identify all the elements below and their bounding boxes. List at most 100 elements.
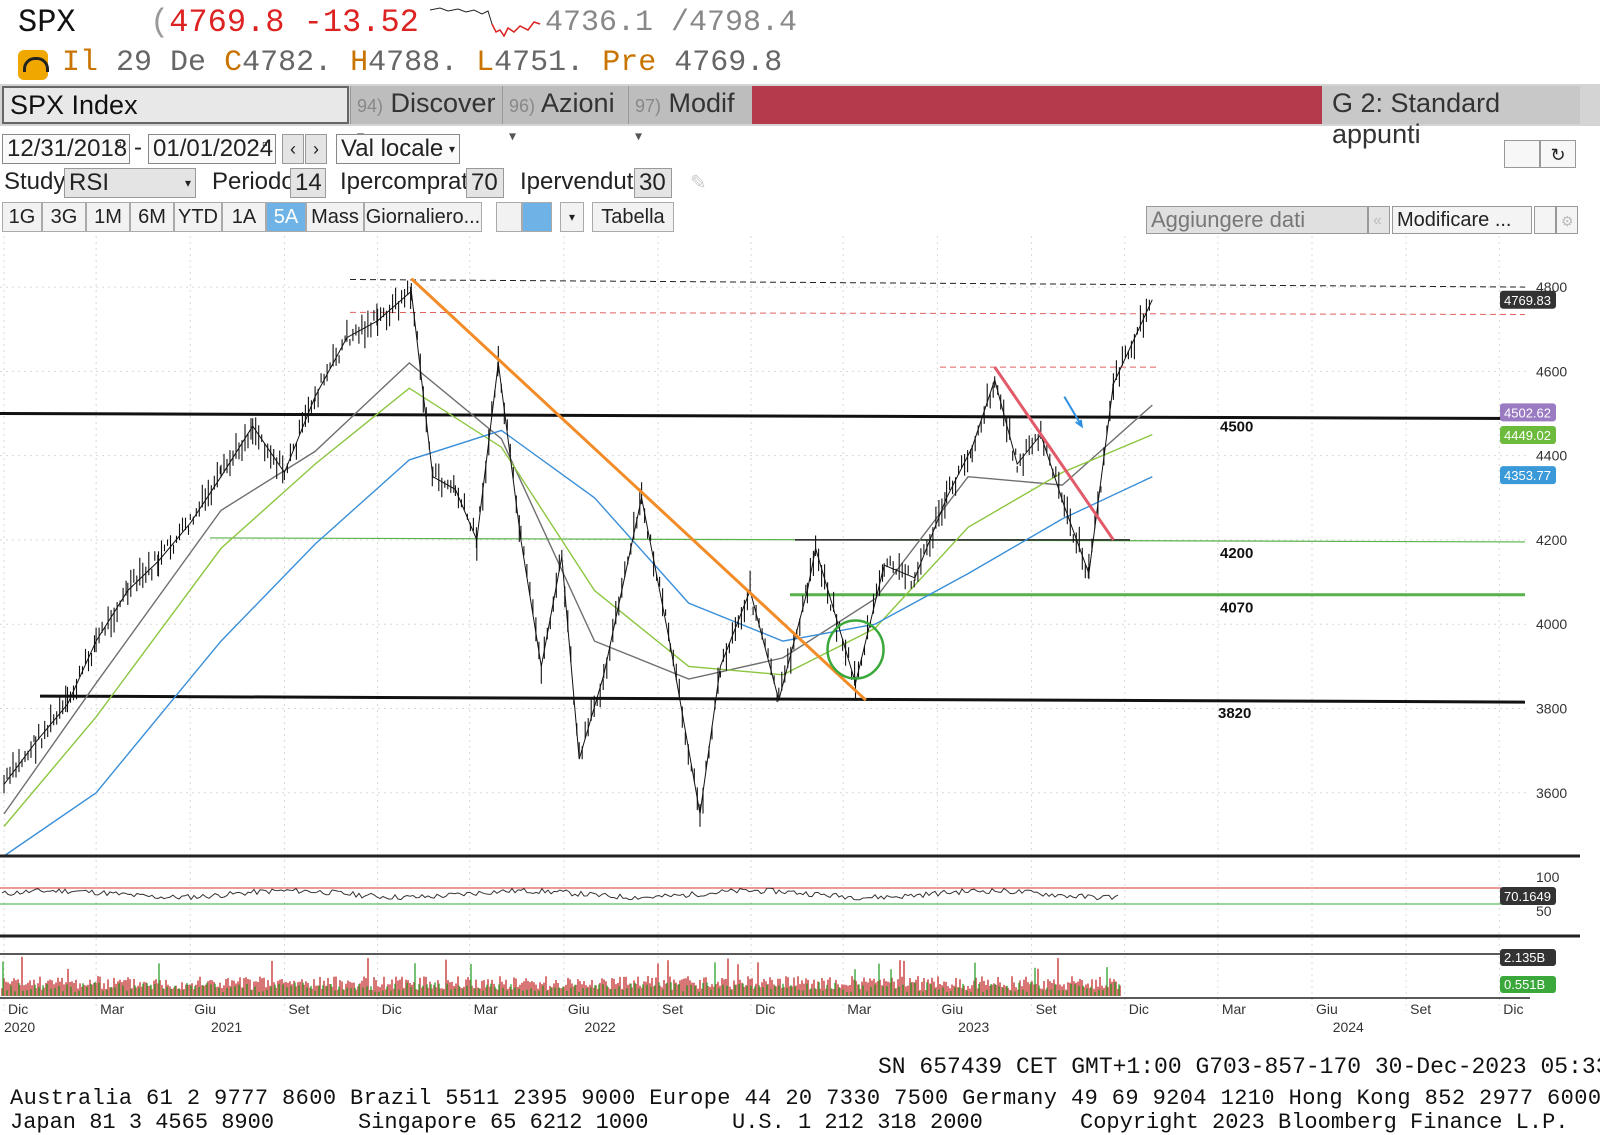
menu-number: 97) <box>635 96 662 116</box>
study-label: Study <box>4 168 66 195</box>
calendar-icon[interactable]: ▫ <box>116 136 122 153</box>
low-label: L <box>476 46 495 80</box>
high-value: 4788. <box>368 46 459 80</box>
moving-average-line <box>3 429 1153 857</box>
phone-singapore: Singapore 65 6212 1000 <box>358 1110 649 1135</box>
graph-page-title[interactable]: G 2: Standard appunti <box>1322 86 1580 149</box>
low-value: 4751. <box>494 46 585 80</box>
y-tick-label: 4200 <box>1536 532 1567 548</box>
table-button[interactable]: Tabella <box>592 202 674 232</box>
menu-discover[interactable]: 94) Discover ▾ <box>350 86 502 143</box>
gear-icon[interactable]: ⚙ <box>1556 206 1578 234</box>
year-label: 2024 <box>1333 1019 1364 1035</box>
periodicity-select[interactable]: Giornaliero... <box>364 202 482 232</box>
rsi-tick: 50 <box>1536 903 1552 919</box>
menu-number: 94) <box>357 96 384 116</box>
oversold-input[interactable]: 30 <box>634 168 672 198</box>
rsi-line <box>1 887 1119 901</box>
currency-value: Val locale <box>341 135 444 162</box>
tab-1a[interactable]: 1A <box>222 202 266 232</box>
x-tick-label: Mar <box>100 1001 124 1017</box>
price-label-box <box>1500 403 1556 422</box>
prev-value: 4769.8 <box>674 46 783 80</box>
x-tick-label: Dic <box>1129 1001 1149 1017</box>
pencil-icon[interactable]: ✎ <box>690 172 707 194</box>
chart-type-icon[interactable] <box>496 202 522 232</box>
chevron-down-icon: ▾ <box>448 142 455 156</box>
menu-number: 96) <box>509 96 536 116</box>
x-tick-label: Mar <box>474 1001 498 1017</box>
level-label: 4500 <box>1220 419 1253 436</box>
edit-label: Modificare ... <box>1397 209 1512 231</box>
level-line-4500 <box>0 412 1526 420</box>
tab-5a[interactable]: 5A <box>266 202 306 232</box>
chart-settings-icon[interactable] <box>1534 206 1556 234</box>
price-bars <box>3 280 1150 827</box>
ticker-symbol[interactable]: SPX <box>18 4 76 41</box>
security-field[interactable]: SPX Index <box>2 86 349 124</box>
x-tick-label: Giu <box>1316 1001 1338 1017</box>
price-chart[interactable]: Dic Mar Giu Set Dic Mar Giu Set Dic Mar Giu Set Dic M… <box>0 236 1600 1036</box>
menu-azioni[interactable]: 96) Azioni ▾ <box>502 86 628 143</box>
tab-6m[interactable]: 6M <box>130 202 174 232</box>
study-select[interactable]: RSI ▾ <box>64 168 196 198</box>
tab-1g[interactable]: 1G <box>2 202 42 232</box>
tab-mass[interactable]: Mass <box>306 202 364 232</box>
calendar-icon[interactable]: ▫ <box>262 136 268 153</box>
x-tick-label: Set <box>288 1001 309 1017</box>
year-label: 2022 <box>585 1019 616 1035</box>
x-tick-label: Giu <box>194 1001 216 1017</box>
currency-select[interactable]: Val locale ▾ <box>336 134 460 164</box>
tab-3g[interactable]: 3G <box>42 202 86 232</box>
tab-ytd[interactable]: YTD <box>174 202 222 232</box>
level-label: 3820 <box>1218 705 1251 722</box>
alert-bar <box>752 86 1322 124</box>
volume-label-box <box>1500 949 1556 966</box>
end-date-input[interactable]: 01/01/2024 <box>148 134 276 164</box>
oversold-label: Ipervenduto <box>520 168 647 195</box>
redo-icon[interactable]: ↻ <box>1540 140 1576 168</box>
level-line-3820 <box>39 694 1526 704</box>
intraday-sparkline <box>430 7 541 38</box>
x-tick-label: Dic <box>1503 1001 1523 1017</box>
high-label: H <box>350 46 369 80</box>
chevron-left-icon[interactable]: ‹ <box>282 134 304 164</box>
period-input[interactable]: 14 <box>290 168 326 198</box>
y-tick-label: 3600 <box>1536 785 1567 801</box>
add-data-input[interactable]: Aggiungere dati <box>1146 206 1368 234</box>
year-label: 2023 <box>958 1019 989 1035</box>
x-tick-label: Dic <box>382 1001 402 1017</box>
undo-icon[interactable] <box>1504 140 1540 168</box>
date-separator: - <box>134 134 142 161</box>
moving-average-line <box>3 387 1153 827</box>
chevron-down-icon: ▾ <box>635 127 643 144</box>
speedometer-icon[interactable] <box>18 50 49 80</box>
chevron-right-icon[interactable]: › <box>305 134 327 164</box>
trendline-2022-downtrend <box>410 277 867 702</box>
volume-label: 0.551B <box>1504 977 1545 992</box>
tab-1m[interactable]: 1M <box>86 202 130 232</box>
moving-average-line <box>3 361 1153 815</box>
level-label: 4070 <box>1220 600 1253 617</box>
start-date-input[interactable]: 12/31/2018 <box>2 134 130 164</box>
volume-bars-up <box>2 961 1120 996</box>
overbought-input[interactable]: 70 <box>466 168 504 198</box>
price-label: 4769.83 <box>1504 293 1551 308</box>
all-time-high-line <box>349 278 1526 288</box>
prev-label: Pre <box>602 46 657 80</box>
annotation-arrowhead-icon <box>1075 419 1084 429</box>
session-info: SN 657439 CET GMT+1:00 G703-857-170 30-D… <box>878 1054 1600 1080</box>
chevron-down-icon[interactable]: ▾ <box>560 202 584 232</box>
menu-modif[interactable]: 97) Modif ▾ <box>628 86 752 143</box>
x-tick-label: Giu <box>568 1001 590 1017</box>
period-label: Periodo <box>212 168 295 195</box>
rsi-value-box <box>1500 887 1556 905</box>
level-label: 4200 <box>1220 545 1253 562</box>
start-date: 12/31/2018 <box>7 135 128 162</box>
price-label: 4353.77 <box>1504 468 1551 483</box>
double-chevron-left-icon[interactable]: « <box>1368 206 1390 234</box>
candlestick-icon[interactable] <box>522 202 552 232</box>
x-tick-label: Dic <box>755 1001 775 1017</box>
edit-button[interactable]: Modificare ... <box>1392 206 1532 234</box>
price-label-box <box>1500 290 1556 309</box>
